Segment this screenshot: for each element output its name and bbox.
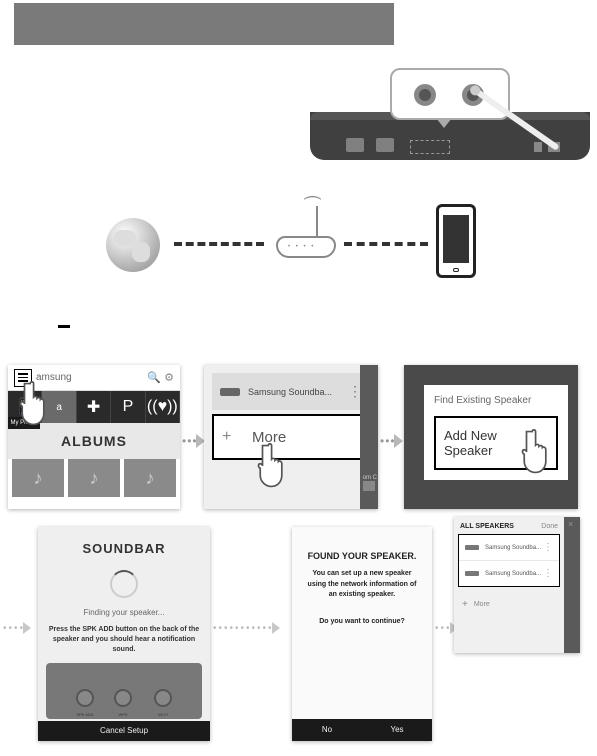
- top-gray-bar: [14, 3, 394, 45]
- side-panel: [564, 517, 580, 653]
- found-body-1: You can set up a new speaker using the n…: [292, 561, 432, 609]
- album-tile[interactable]: ♪: [124, 459, 176, 497]
- app-screen-found-speaker: FOUND YOUR SPEAKER. You can set up a new…: [292, 527, 432, 741]
- flow-arrow: ••••: [3, 622, 31, 634]
- loading-spinner-icon: [110, 570, 138, 598]
- more-button[interactable]: + More: [454, 591, 564, 618]
- found-body-2: Do you want to continue?: [292, 609, 432, 636]
- soundbar-icon: [220, 388, 240, 396]
- speaker-name: Samsung Soundba...: [248, 387, 332, 397]
- app-screen-home: amsung 🔍 ⚙ 📱 a ✚ P ((♥)) My Phone ALBUMS…: [8, 365, 180, 509]
- globe-icon: [106, 218, 160, 272]
- network-diagram: • • • •: [96, 200, 476, 286]
- cancel-setup-button[interactable]: Cancel Setup: [38, 721, 210, 741]
- more-button[interactable]: + More: [212, 414, 370, 460]
- service-tile-iheart[interactable]: ((♥)): [146, 391, 180, 423]
- more-label: More: [252, 429, 286, 446]
- instruction-text: Press the SPK ADD button on the back of …: [38, 625, 210, 654]
- done-button[interactable]: Done: [541, 523, 558, 530]
- finding-text: Finding your speaker...: [38, 608, 210, 617]
- bullet-dash: [58, 325, 70, 328]
- flow-arrow: •••: [380, 434, 403, 448]
- album-tile[interactable]: ♪: [68, 459, 120, 497]
- found-title: FOUND YOUR SPEAKER.: [292, 527, 432, 561]
- popup-find-label[interactable]: Find Existing Speaker: [434, 395, 558, 406]
- service-tile-a[interactable]: a: [42, 391, 76, 423]
- speaker-list-item[interactable]: Samsung Soundba... ⋮: [459, 561, 559, 586]
- soundbar-icon: [465, 545, 479, 550]
- flow-arrow: •••: [182, 434, 205, 448]
- flow-arrow: •••••••••••: [213, 622, 280, 634]
- header-text: amsung: [36, 372, 147, 383]
- plus-icon: +: [222, 428, 238, 446]
- speaker-back-image: SPK ADD WPS WI-FI: [46, 663, 202, 719]
- device-back-illustration: [310, 68, 590, 178]
- plus-icon: +: [462, 599, 468, 610]
- smartphone-icon: [436, 204, 476, 278]
- all-speakers-heading: ALL SPEAKERS: [460, 523, 514, 530]
- service-tile-pandora[interactable]: P: [111, 391, 145, 423]
- service-tile-plus[interactable]: ✚: [77, 391, 111, 423]
- soundbar-icon: [465, 571, 479, 576]
- app-screen-all-speakers: ALL SPEAKERS Done Samsung Soundba... ⋮ S…: [454, 517, 580, 653]
- item-menu-icon[interactable]: ⋮: [543, 568, 553, 579]
- router-icon: • • • •: [276, 236, 336, 258]
- add-new-speaker-button[interactable]: Add New Speaker: [434, 416, 558, 470]
- item-menu-icon[interactable]: ⋮: [543, 542, 553, 553]
- search-settings-icons[interactable]: 🔍 ⚙: [147, 371, 174, 384]
- speaker-list-item[interactable]: Samsung Soundba... ⋮: [212, 373, 370, 410]
- speaker-list-item[interactable]: Samsung Soundba... ⋮: [459, 535, 559, 561]
- no-button[interactable]: No: [292, 719, 362, 741]
- soundbar-heading: SOUNDBAR: [38, 527, 210, 564]
- my-phone-label: My Phone: [8, 417, 40, 429]
- app-screen-speaker-list: om C Samsung Soundba... ⋮ + More: [204, 365, 378, 509]
- yes-button[interactable]: Yes: [362, 719, 432, 741]
- app-screen-add-speaker-popup: Find Existing Speaker Add New Speaker: [404, 365, 578, 509]
- menu-icon[interactable]: [14, 369, 32, 387]
- album-tile[interactable]: ♪: [12, 459, 64, 497]
- app-screen-finding-speaker: SOUNDBAR Finding your speaker... Press t…: [38, 527, 210, 741]
